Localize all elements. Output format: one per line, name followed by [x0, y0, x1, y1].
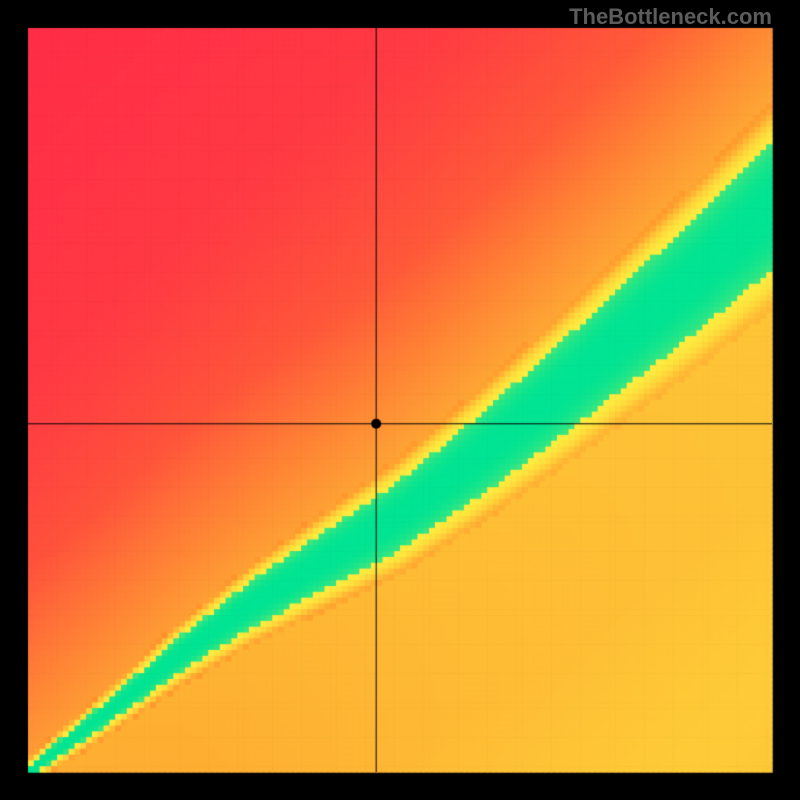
chart-container: TheBottleneck.com [0, 0, 800, 800]
watermark-text: TheBottleneck.com [569, 4, 772, 30]
heatmap-canvas [0, 0, 800, 800]
